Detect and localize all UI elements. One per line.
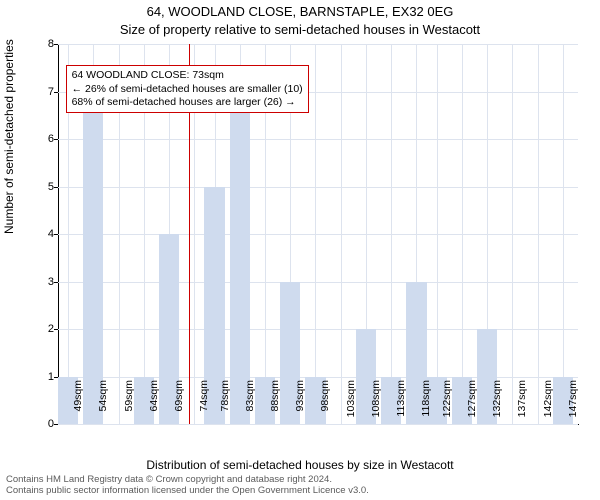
x-tick-label: 83sqm (244, 380, 256, 430)
x-tick-label: 98sqm (319, 380, 331, 430)
x-tick-label: 93sqm (294, 380, 306, 430)
x-tick-label: 74sqm (198, 380, 210, 430)
y-tick-mark (54, 377, 58, 378)
x-tick-label: 78sqm (219, 380, 231, 430)
x-tick-label: 59sqm (123, 380, 135, 430)
histogram-bar (83, 92, 103, 425)
y-tick-label: 2 (38, 323, 54, 335)
x-tick-label: 49sqm (72, 380, 84, 430)
y-tick-label: 4 (38, 228, 54, 240)
y-tick-label: 8 (38, 38, 54, 50)
vgrid (437, 44, 438, 424)
y-tick-mark (54, 424, 58, 425)
x-tick-label: 122sqm (441, 380, 453, 430)
x-tick-label: 132sqm (491, 380, 503, 430)
y-tick-label: 0 (38, 418, 54, 430)
histogram-bar (230, 92, 250, 425)
y-tick-mark (54, 92, 58, 93)
x-tick-label: 69sqm (173, 380, 185, 430)
x-tick-label: 118sqm (420, 380, 432, 430)
infobox-line-1: ← 26% of semi-detached houses are smalle… (72, 83, 303, 96)
y-tick-label: 7 (38, 86, 54, 98)
chart-container: { "chart": { "type": "histogram", "title… (0, 0, 600, 500)
vgrid (563, 44, 564, 424)
x-tick-label: 108sqm (370, 380, 382, 430)
hgrid (58, 234, 578, 235)
x-tick-label: 113sqm (395, 380, 407, 430)
y-tick-label: 3 (38, 276, 54, 288)
vgrid (341, 44, 342, 424)
x-tick-label: 127sqm (466, 380, 478, 430)
y-tick-mark (54, 282, 58, 283)
y-tick-mark (54, 187, 58, 188)
vgrid (538, 44, 539, 424)
x-axis-label: Distribution of semi-detached houses by … (0, 458, 600, 472)
vgrid (462, 44, 463, 424)
vgrid (512, 44, 513, 424)
hgrid (58, 139, 578, 140)
vgrid (391, 44, 392, 424)
x-tick-label: 147sqm (567, 380, 579, 430)
y-tick-mark (54, 234, 58, 235)
x-tick-label: 54sqm (97, 380, 109, 430)
y-tick-label: 6 (38, 133, 54, 145)
chart-title-line2: Size of property relative to semi-detach… (0, 22, 600, 37)
x-tick-label: 103sqm (345, 380, 357, 430)
x-tick-label: 64sqm (148, 380, 160, 430)
vgrid (315, 44, 316, 424)
x-tick-label: 88sqm (269, 380, 281, 430)
hgrid (58, 282, 578, 283)
y-tick-label: 1 (38, 371, 54, 383)
y-axis-label: Number of semi-detached properties (2, 39, 16, 234)
y-tick-label: 5 (38, 181, 54, 193)
chart-title-line1: 64, WOODLAND CLOSE, BARNSTAPLE, EX32 0EG (0, 4, 600, 19)
y-tick-mark (54, 139, 58, 140)
footer-attribution: Contains HM Land Registry data © Crown c… (6, 475, 369, 497)
x-tick-label: 137sqm (516, 380, 528, 430)
x-tick-label: 142sqm (542, 380, 554, 430)
y-tick-mark (54, 329, 58, 330)
y-tick-mark (54, 44, 58, 45)
footer-line-1: Contains public sector information licen… (6, 486, 369, 497)
infobox-line-0: 64 WOODLAND CLOSE: 73sqm (72, 69, 303, 82)
hgrid (58, 187, 578, 188)
hgrid (58, 44, 578, 45)
hgrid (58, 329, 578, 330)
infobox-line-2: 68% of semi-detached houses are larger (… (72, 96, 303, 109)
info-box: 64 WOODLAND CLOSE: 73sqm ← 26% of semi-d… (66, 65, 309, 112)
